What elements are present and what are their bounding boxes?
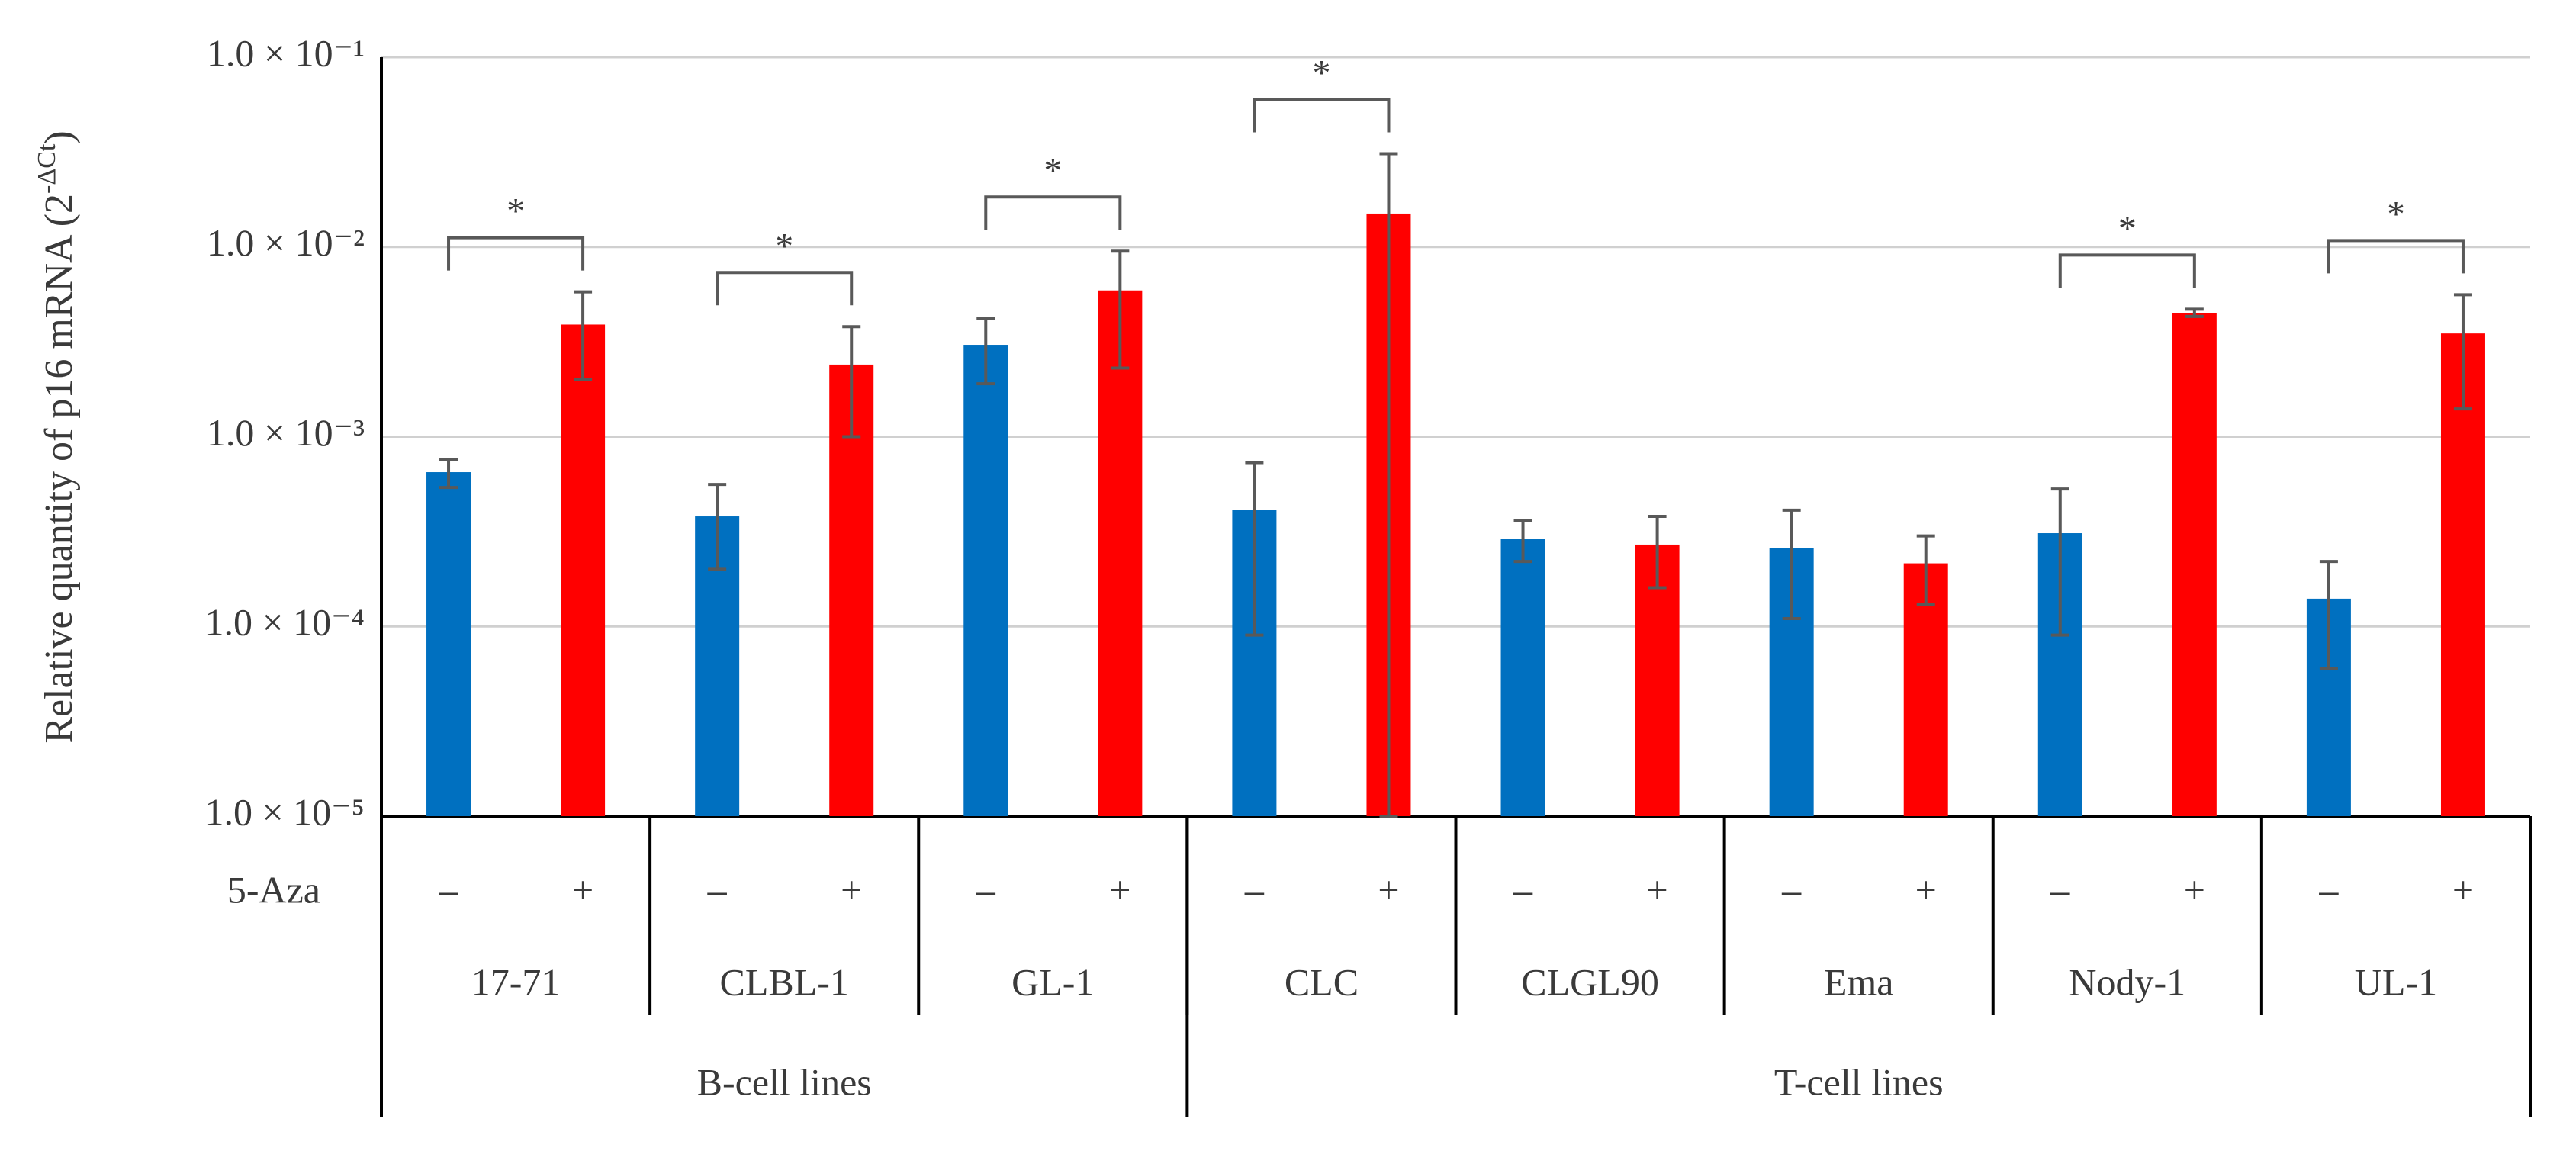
treatment-label: – xyxy=(2050,868,2070,911)
bar xyxy=(1500,539,1545,816)
bar xyxy=(426,472,471,816)
significance-bracket xyxy=(1253,98,1391,133)
bar xyxy=(2440,333,2485,816)
category-label: UL-1 xyxy=(2355,960,2437,1003)
significance-mark: * xyxy=(775,226,793,266)
treatment-label: + xyxy=(841,868,862,911)
y-tick-label: 1.0 × 10⁻⁴ xyxy=(204,601,365,644)
treatment-label: – xyxy=(1513,868,1533,911)
category-label: 17-71 xyxy=(471,960,561,1003)
y-tick-label: 1.0 × 10⁻⁵ xyxy=(204,790,365,833)
x-row-label: 5-Aza xyxy=(227,868,320,911)
treatment-label: + xyxy=(1378,868,1399,911)
significance-mark: * xyxy=(1044,150,1062,191)
treatment-label: – xyxy=(707,868,728,911)
group-label: B-cell lines xyxy=(697,1060,872,1103)
y-label-end: ) xyxy=(37,130,81,143)
significance-mark: * xyxy=(2118,208,2137,249)
bar xyxy=(561,324,606,817)
treatment-label: + xyxy=(2184,868,2205,911)
significance-bracket xyxy=(447,236,585,271)
significance-bracket xyxy=(984,195,1122,230)
treatment-label: – xyxy=(976,868,996,911)
y-label-sup: -ΔCt xyxy=(33,143,61,194)
group-label: T-cell lines xyxy=(1774,1060,1944,1103)
bar xyxy=(1098,290,1143,816)
treatment-label: – xyxy=(439,868,459,911)
category-label: Ema xyxy=(1824,960,1894,1003)
bar xyxy=(963,345,1008,817)
treatment-label: + xyxy=(572,868,593,911)
y-tick-label: 1.0 × 10⁻³ xyxy=(207,411,365,454)
significance-mark: * xyxy=(507,191,525,232)
category-label: Nody-1 xyxy=(2069,960,2185,1003)
treatment-label: – xyxy=(1781,868,1802,911)
bar xyxy=(2172,313,2217,816)
category-label: GL-1 xyxy=(1011,960,1094,1003)
significance-mark: * xyxy=(1312,53,1330,94)
category-label: CLC xyxy=(1285,960,1359,1003)
treatment-label: + xyxy=(1646,868,1667,911)
bar xyxy=(1635,544,1680,816)
bar xyxy=(829,364,874,816)
treatment-label: + xyxy=(1915,868,1937,911)
significance-bracket xyxy=(2327,239,2465,274)
y-axis-label: Relative quantity of p16 mRNA (2-ΔCt) xyxy=(33,130,81,743)
treatment-label: – xyxy=(2318,868,2339,911)
y-tick-label: 1.0 × 10⁻² xyxy=(207,221,365,264)
y-tick-label: 1.0 × 10⁻¹ xyxy=(207,31,365,74)
significance-mark: * xyxy=(2387,194,2405,234)
treatment-label: – xyxy=(1244,868,1265,911)
category-label: CLBL-1 xyxy=(719,960,848,1003)
significance-bracket xyxy=(716,271,854,306)
treatment-label: + xyxy=(2452,868,2474,911)
significance-bracket xyxy=(2058,253,2196,288)
y-label-text: Relative quantity of p16 mRNA (2 xyxy=(37,194,81,744)
treatment-label: + xyxy=(1109,868,1130,911)
category-label: CLGL90 xyxy=(1521,960,1659,1003)
